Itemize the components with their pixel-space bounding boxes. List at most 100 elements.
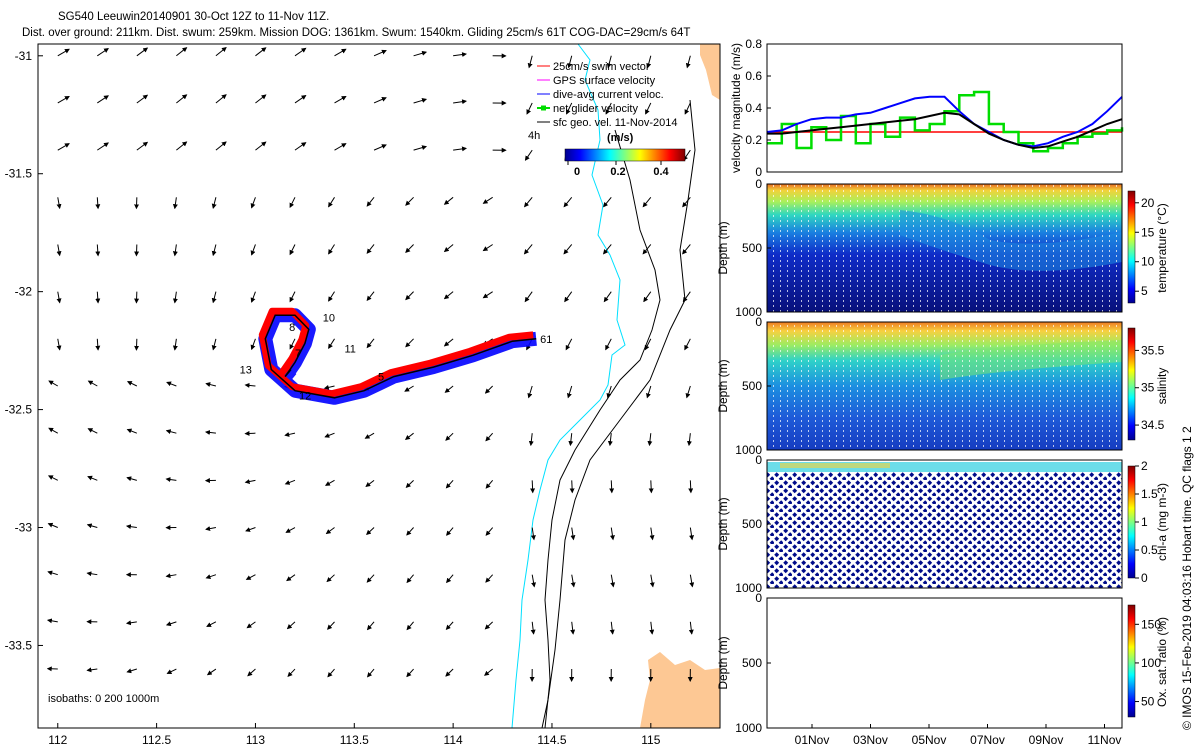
geo-vector — [294, 47, 307, 57]
salinity-colorbar — [1127, 327, 1136, 441]
track-label-12: 12 — [299, 390, 311, 402]
colorbar-tick-1: 0.2 — [610, 166, 625, 178]
geo-vector — [609, 480, 615, 494]
geo-vector — [566, 102, 573, 115]
velocity-series — [766, 90, 1124, 153]
velocity-panel: 0 0.2 0.4 0.6 0.8 velocity magnitude (m/s) — [729, 37, 1124, 179]
depth-ylabel-3: Depth (m) — [716, 359, 730, 412]
cbar-tick-5-1: 100 — [1141, 656, 1161, 670]
geo-vector — [172, 338, 178, 351]
track-label-11: 11 — [344, 343, 355, 355]
velocity-y-tick-0: 0 — [755, 165, 762, 179]
geo-vector — [445, 480, 454, 489]
geo-vector — [648, 480, 654, 494]
geo-vector — [284, 432, 296, 437]
geo-vector — [176, 141, 188, 151]
coastline — [511, 43, 626, 729]
depth-ylabel-5: Depth (m) — [716, 636, 730, 689]
depth-ylabel-4: Depth (m) — [716, 497, 730, 550]
time-x-ticks: 01Nov 03Nov 05Nov 07Nov 09Nov 11Nov — [795, 724, 1121, 747]
time-tick-1: 03Nov — [853, 733, 888, 747]
depth-tick-3-2: 1000 — [735, 443, 762, 457]
map-x-tick-0: 112 — [48, 733, 67, 747]
geo-vector — [563, 196, 573, 208]
geo-vector — [215, 141, 227, 151]
depth-tick-3-1: 500 — [742, 379, 762, 393]
temperature-panel: temperature (°C) — [766, 183, 1169, 313]
land-area-south — [640, 652, 720, 728]
cbar-tick-2-0: 20 — [1141, 196, 1155, 210]
track-line — [264, 314, 537, 399]
geo-vector — [366, 574, 375, 583]
geo-vector — [56, 244, 62, 257]
cbar-tick-3-2: 34.5 — [1141, 418, 1165, 432]
geo-vector — [406, 574, 414, 584]
geo-vector — [125, 620, 137, 626]
geo-vector — [211, 197, 217, 209]
map-y-tick-3: -32.5 — [5, 403, 33, 417]
geo-vector — [445, 432, 454, 441]
track-label-7: 7 — [295, 348, 301, 360]
velocity-series-3 — [767, 111, 1123, 150]
geo-vector — [165, 477, 177, 483]
cbar-tick-5-2: 50 — [1141, 695, 1155, 709]
geo-vector — [373, 49, 387, 57]
depth-tick-5-0: 0 — [755, 591, 762, 605]
colorbar-ticks: 20 15 10 5 35.5 35 34.5 2 1.5 1 0.5 0 150 100 50 — [1135, 196, 1165, 709]
geo-vector — [328, 244, 335, 255]
depth-tick-5-2: 1000 — [735, 721, 762, 735]
track-swim-band — [258, 307, 534, 398]
geo-vector — [244, 382, 256, 388]
time-tick-2: 05Nov — [912, 733, 947, 747]
isobath-200 — [544, 129, 661, 729]
geo-vector — [205, 526, 217, 532]
geo-vector — [453, 52, 467, 58]
geo-vector — [286, 621, 296, 630]
map-y-tick-5: -33.5 — [5, 638, 33, 652]
geo-vector — [46, 618, 58, 624]
cbar-tick-4-3: 0.5 — [1141, 543, 1158, 557]
map-y-tick-0: -31 — [15, 49, 33, 63]
geo-vector — [325, 527, 335, 535]
geo-vector — [413, 50, 428, 57]
geo-vector — [649, 527, 655, 541]
depth-tick-4-1: 500 — [742, 517, 762, 531]
geo-vector — [610, 574, 616, 588]
geo-vector — [453, 99, 467, 105]
cbar-tick-2-1: 15 — [1141, 225, 1155, 239]
map-y-tick-1: -31.5 — [5, 167, 33, 181]
geo-vector — [526, 102, 533, 115]
geo-vector — [524, 149, 533, 161]
glider-track — [258, 307, 537, 405]
depth-ylabel-2: Depth (m) — [716, 221, 730, 274]
geo-vector — [373, 144, 387, 151]
geo-vector — [97, 142, 109, 151]
map-x-tick-1: 112.5 — [142, 733, 171, 747]
geo-vector — [204, 430, 216, 435]
geo-vector — [289, 338, 296, 350]
geo-vector — [485, 527, 494, 536]
geo-vector — [165, 429, 177, 435]
geo-vector — [287, 668, 296, 678]
geo-vector — [524, 291, 533, 303]
geo-vector — [244, 479, 256, 484]
geo-vector — [334, 48, 347, 57]
geo-vector — [684, 338, 691, 351]
geo-vector — [294, 94, 307, 104]
geo-vector — [446, 574, 454, 584]
geo-vector — [482, 291, 493, 299]
geo-vector — [405, 291, 414, 301]
oxygen-panel: Ox. sat. ratio (%) 01Nov 03Nov 05Nov 07Nov 0… — [766, 597, 1169, 747]
geo-vector — [443, 196, 454, 205]
geo-vector — [255, 94, 267, 104]
legend-net-glider: net glider velocity — [553, 103, 638, 115]
time-tick-0: 01Nov — [795, 733, 830, 747]
geo-vector — [328, 338, 335, 349]
geo-vector — [567, 55, 573, 69]
map-x-tick-3: 113.5 — [340, 733, 369, 747]
cbar-tick-4-0: 2 — [1141, 459, 1148, 473]
oxygen-cbar-label: Ox. sat. ratio (%) — [1155, 617, 1169, 707]
geo-vector — [453, 146, 467, 152]
geo-vector — [686, 433, 692, 447]
